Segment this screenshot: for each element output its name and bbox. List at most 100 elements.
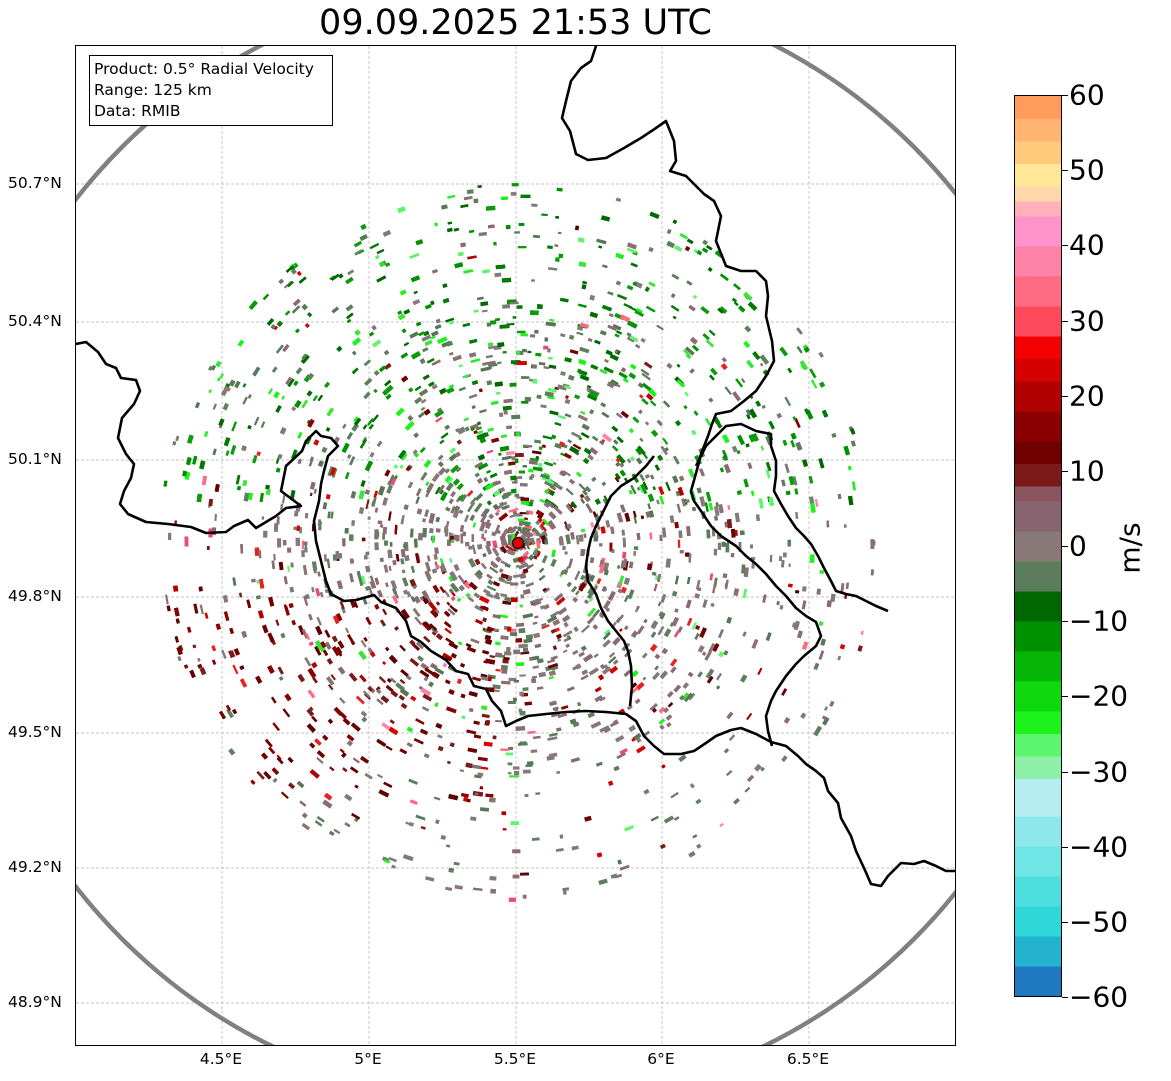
radar-echo-pixel <box>273 325 278 331</box>
radar-echo-pixel <box>582 280 588 285</box>
radar-echo-pixel <box>787 539 791 547</box>
radar-echo-pixel <box>725 543 730 553</box>
radar-echo-pixel <box>425 573 432 582</box>
radar-echo-pixel <box>347 454 352 459</box>
radar-echo-pixel <box>361 716 368 723</box>
colorbar-tick-mark <box>1062 771 1068 773</box>
radar-echo-pixel <box>706 675 714 684</box>
radar-echo-pixel <box>536 394 542 399</box>
radar-echo-pixel <box>296 780 305 788</box>
radar-echo-pixel <box>423 408 431 416</box>
radar-map[interactable] <box>75 45 956 1046</box>
radar-echo-pixel <box>307 372 314 380</box>
radar-echo-pixel <box>588 597 594 603</box>
radar-echo-pixel <box>555 257 560 262</box>
radar-echo-pixel <box>692 294 698 299</box>
radar-echo-pixel <box>684 499 690 504</box>
radar-echo-pixel <box>468 546 473 550</box>
radar-echo-pixel <box>506 548 514 555</box>
radar-echo-pixel <box>374 542 379 551</box>
radar-echo-pixel <box>632 733 642 741</box>
radar-echo-pixel <box>383 384 394 395</box>
radar-echo-pixel <box>564 385 571 390</box>
radar-echo-pixel <box>733 798 740 805</box>
radar-echo-pixel <box>399 289 407 296</box>
radar-echo-pixel <box>410 275 421 283</box>
radar-echo-pixel <box>207 545 210 550</box>
radar-echo-pixel <box>696 587 702 592</box>
radar-echo-pixel <box>498 463 504 467</box>
radar-echo-pixel <box>765 469 771 479</box>
radar-echo-pixel <box>482 361 489 366</box>
radar-echo-pixel <box>679 694 685 701</box>
radar-echo-pixel <box>308 613 313 621</box>
radar-echo-pixel <box>547 662 559 669</box>
radar-echo-pixel <box>485 793 494 798</box>
radar-echo-pixel <box>386 678 392 683</box>
radar-echo-pixel <box>749 544 753 549</box>
radar-echo-pixel <box>491 561 499 569</box>
radar-echo-pixel <box>419 447 426 453</box>
radar-echo-pixel <box>173 607 180 617</box>
radar-echo-pixel <box>548 364 557 369</box>
radar-echo-pixel <box>524 396 532 402</box>
radar-echo-pixel <box>826 520 830 528</box>
radar-echo-pixel <box>718 651 725 658</box>
radar-echo-pixel <box>291 406 297 412</box>
radar-echo-pixel <box>589 409 595 415</box>
radar-echo-pixel <box>551 434 557 440</box>
radar-echo-pixel <box>473 430 478 435</box>
radar-echo-pixel <box>673 684 681 693</box>
radar-echo-pixel <box>736 450 741 455</box>
radar-echo-pixel <box>532 665 539 669</box>
radar-echo-pixel <box>448 588 454 594</box>
radar-echo-pixel <box>532 621 538 625</box>
radar-echo-pixel <box>195 402 201 409</box>
radar-echo-pixel <box>419 596 424 601</box>
radar-echo-pixel <box>508 897 516 902</box>
radar-echo-pixel <box>544 539 549 545</box>
radar-echo-pixel <box>704 502 709 512</box>
radar-echo-pixel <box>485 719 491 725</box>
radar-echo-pixel <box>351 813 361 820</box>
radar-echo-pixel <box>466 189 474 194</box>
radar-echo-pixel <box>502 405 512 411</box>
radar-echo-pixel <box>564 551 568 555</box>
radar-echo-pixel <box>377 520 383 525</box>
radar-echo-pixel <box>650 620 659 630</box>
radar-echo-pixel <box>686 576 691 585</box>
radar-echo-pixel <box>626 242 638 250</box>
radar-echo-pixel <box>702 333 710 341</box>
radar-echo-pixel <box>616 294 627 301</box>
radar-echo-pixel <box>670 304 680 312</box>
radar-echo-pixel <box>458 584 465 592</box>
radar-echo-pixel <box>510 597 518 602</box>
radar-echo-pixel <box>679 549 684 554</box>
radar-echo-pixel <box>242 396 248 405</box>
radar-echo-pixel <box>747 301 758 311</box>
colorbar-tick-mark <box>1062 395 1068 397</box>
radar-echo-pixel <box>274 523 279 532</box>
radar-echo-pixel <box>440 835 446 840</box>
radar-echo-pixel <box>642 652 648 659</box>
radar-echo-pixel <box>478 231 488 237</box>
radar-echo-pixel <box>253 416 260 426</box>
radar-echo-pixel <box>674 575 679 585</box>
radar-echo-pixel <box>748 434 756 443</box>
radar-echo-pixel <box>282 708 291 718</box>
radar-echo-pixel <box>566 581 572 588</box>
radar-echo-pixel <box>493 628 500 632</box>
radar-echo-pixel <box>569 503 574 509</box>
radar-echo-pixel <box>350 766 359 774</box>
radar-echo-pixel <box>579 346 590 354</box>
radar-echo-pixel <box>432 584 440 593</box>
radar-echo-pixel <box>284 310 291 316</box>
radar-site-marker[interactable] <box>512 537 524 549</box>
radar-echo-pixel <box>428 681 434 688</box>
radar-echo-pixel <box>685 346 695 356</box>
radar-echo-pixel <box>323 554 327 562</box>
radar-echo-pixel <box>719 467 725 473</box>
radar-echo-pixel <box>443 610 451 617</box>
radar-echo-pixel <box>587 607 596 617</box>
radar-echo-pixel <box>649 474 655 480</box>
